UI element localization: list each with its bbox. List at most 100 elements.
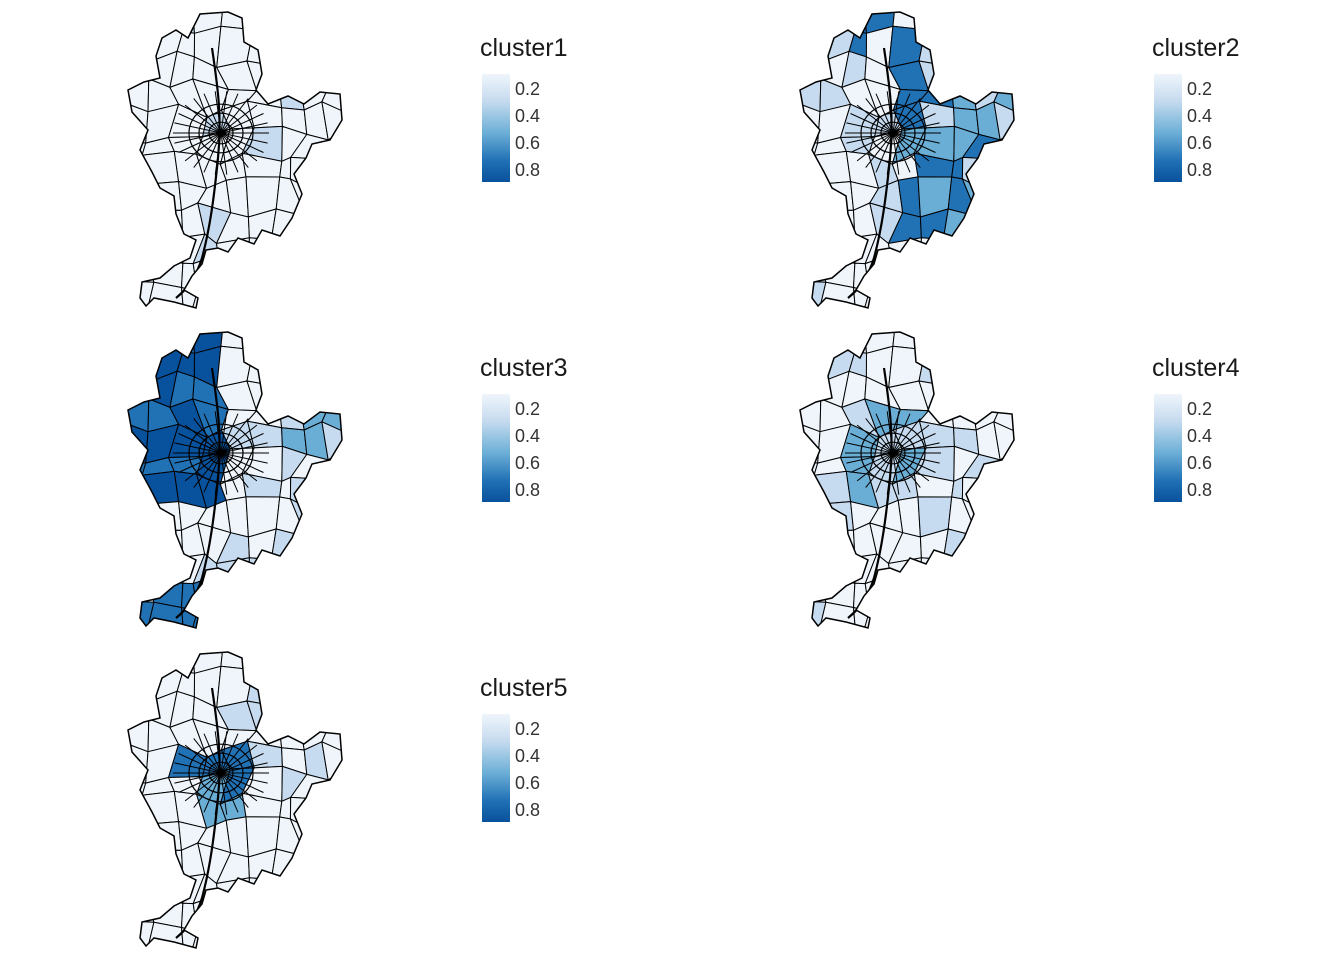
district-polygon (294, 347, 330, 378)
district-polygon (273, 277, 306, 308)
district-layer (128, 332, 342, 628)
district-border (856, 104, 894, 134)
district-border (875, 413, 894, 454)
district-polygon (273, 908, 299, 927)
district-polygon (246, 917, 275, 948)
district-polygon (217, 574, 250, 614)
district-polygon (966, 376, 1005, 405)
district-border (220, 132, 264, 153)
district-border (892, 424, 930, 454)
legend-tick-label: 0.2 (1187, 79, 1213, 99)
district-polygon (939, 12, 978, 29)
legend-tick-label: 0.8 (515, 160, 541, 180)
district-polygon (800, 59, 822, 83)
district-border (220, 452, 228, 495)
district-polygon (246, 576, 283, 614)
district-border (184, 132, 222, 162)
choropleth-map-cluster1 (127, 11, 343, 309)
district-polygon (920, 557, 955, 590)
district-border (184, 104, 222, 134)
district-border (892, 132, 930, 162)
district-polygon (800, 555, 830, 581)
district-polygon (269, 664, 306, 707)
district-border (892, 91, 900, 134)
district-border (193, 452, 222, 488)
district-polygon (987, 603, 1014, 628)
district-border (846, 122, 894, 134)
district-polygon (128, 182, 155, 212)
legend-tick-label: 0.4 (1187, 426, 1213, 446)
district-border (892, 418, 921, 454)
district-polygon (267, 12, 306, 29)
district-border (220, 424, 258, 454)
district-polygon (128, 59, 150, 83)
district-border (860, 423, 926, 483)
district-polygon (147, 821, 183, 852)
district-polygon (217, 254, 250, 294)
legend-tick-label: 0.6 (1187, 453, 1213, 473)
district-polygon (273, 597, 306, 628)
district-polygon (294, 376, 333, 405)
district-border (203, 772, 222, 813)
legend-colorbar (1154, 74, 1182, 182)
district-polygon (992, 238, 1014, 264)
district-polygon (318, 825, 342, 854)
district-border (892, 452, 900, 495)
district-border (220, 772, 228, 815)
district-border (198, 112, 244, 154)
district-polygon (269, 344, 306, 387)
district-polygon (818, 555, 856, 584)
district-border (892, 452, 940, 464)
district-border (850, 132, 894, 153)
district-border (846, 132, 894, 144)
district-border (220, 104, 258, 134)
district-polygon (147, 181, 183, 212)
legend-tick-label: 0.8 (515, 800, 541, 820)
district-polygon (966, 56, 1005, 85)
district-polygon (291, 283, 319, 308)
district-polygon (813, 470, 852, 505)
district-polygon (217, 282, 249, 308)
district-border (220, 442, 268, 454)
district-border (178, 753, 222, 774)
district-border (184, 772, 222, 802)
district-polygon (146, 235, 184, 264)
legend-tick-label: 0.6 (1187, 133, 1213, 153)
district-polygon (889, 254, 922, 294)
district-border (875, 93, 894, 134)
district-polygon (317, 894, 342, 927)
district-polygon (941, 344, 978, 387)
district-polygon (217, 894, 250, 934)
district-border (846, 442, 894, 454)
district-border (184, 452, 222, 482)
legend-title: cluster4 (1152, 354, 1240, 382)
region-outline (799, 331, 1015, 629)
district-polygon (320, 558, 342, 584)
district-border (220, 452, 268, 464)
district-polygon (800, 25, 821, 63)
district-border (220, 122, 268, 134)
choropleth-map-cluster3 (127, 331, 343, 629)
district-polygon (246, 277, 275, 308)
district-border (178, 113, 222, 134)
district-polygon (248, 557, 283, 590)
district-polygon (987, 477, 1014, 515)
district-border (220, 91, 228, 134)
region-outline (127, 651, 343, 949)
district-border (203, 93, 222, 134)
legend-tick-label: 0.6 (515, 453, 541, 473)
district-polygon (990, 185, 1014, 214)
district-polygon (302, 208, 323, 243)
district-polygon (918, 256, 955, 294)
district-polygon (950, 83, 977, 111)
district-polygon (800, 571, 827, 603)
district-polygon (278, 83, 305, 111)
district-polygon (969, 234, 995, 271)
district-polygon (317, 574, 342, 607)
district-border (203, 452, 222, 493)
district-polygon (969, 554, 995, 591)
district-polygon (146, 875, 184, 904)
district-polygon (800, 182, 827, 212)
legend-tick-label: 0.4 (515, 426, 541, 446)
district-border (892, 413, 911, 454)
